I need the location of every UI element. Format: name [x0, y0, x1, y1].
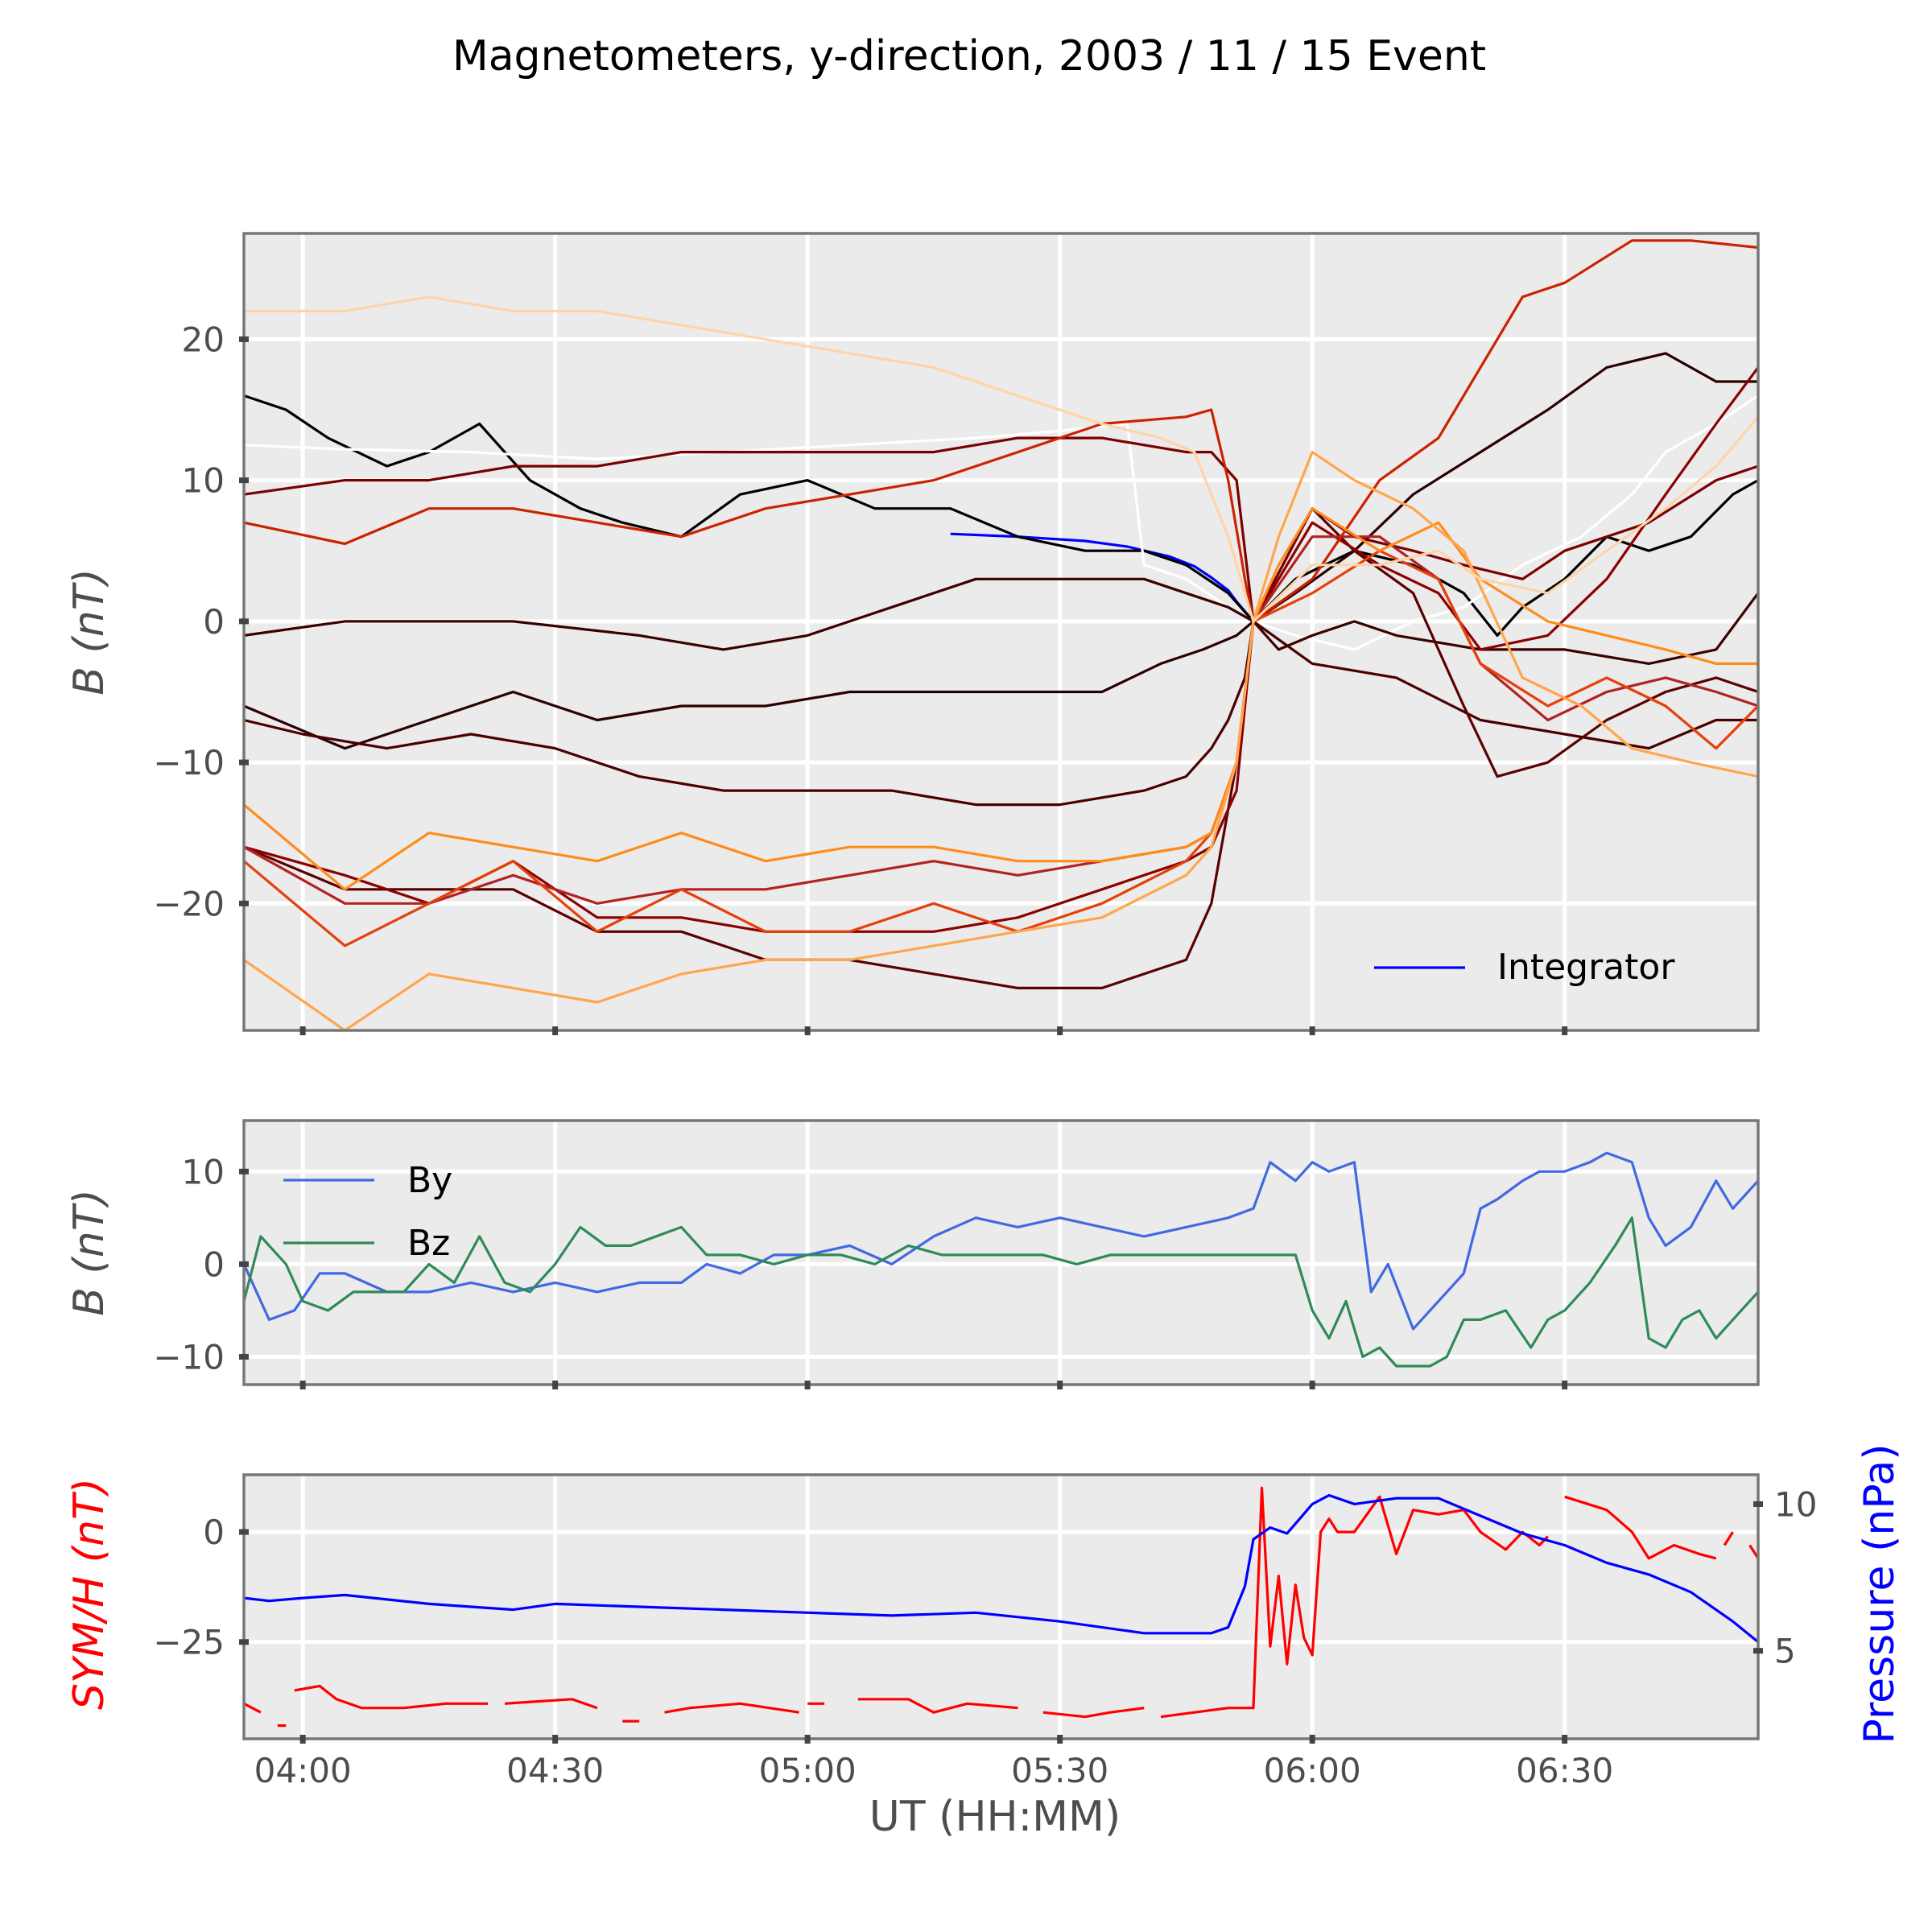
legend-label: By	[407, 1160, 452, 1201]
x-tick-label: 04:00	[254, 1751, 352, 1790]
series-line-pressure	[244, 1493, 1758, 1643]
panel-symh-pressure: 0 −25 10 5	[153, 1473, 1817, 1744]
y-tick-label: 20	[182, 320, 225, 359]
plot-frame	[242, 1473, 1760, 1740]
figure-title: Magnetometers, y-direction, 2003 / 11 / …	[452, 32, 1486, 80]
series-line-station-14	[244, 295, 1758, 623]
y2-tick-label: 5	[1774, 1632, 1796, 1671]
series-group	[244, 239, 1758, 1030]
plot-background	[244, 1475, 1758, 1739]
x-tick-label: 05:00	[759, 1751, 857, 1790]
series-line-sym-h	[294, 1684, 488, 1710]
plot-frame	[242, 1119, 1760, 1386]
plot-frame	[242, 232, 1760, 1032]
y-tick-label: 10	[182, 461, 225, 501]
series-line-sym-h	[664, 1702, 799, 1714]
x-tick-label: 04:30	[506, 1751, 604, 1790]
y-tick-label: 0	[203, 1513, 225, 1552]
y-axis-title-magnetometers: B (nT)	[65, 568, 114, 696]
series-line-station-7	[244, 436, 1758, 623]
series-line-sym-h	[1160, 1486, 1549, 1719]
y2-tick-label: 10	[1774, 1484, 1817, 1524]
series-line-sym-h	[857, 1698, 1018, 1714]
x-tick-label: 06:00	[1264, 1751, 1361, 1790]
series-line-station-12	[244, 507, 1758, 891]
y-axis-title-symh: SYM/H (nT)	[65, 1478, 114, 1710]
x-axis-title: UT (HH:MM)	[869, 1793, 1121, 1841]
x-axis-labels: 04:00 04:30 05:00 05:30 06:00 06:30	[254, 1751, 1614, 1790]
y-tick-label: 0	[203, 1245, 225, 1284]
panel-magnetometers: 20 10 0 −10 −20 Integrator	[153, 232, 1760, 1035]
series-line-sym-h	[1042, 1707, 1145, 1719]
y-tick-label: −10	[153, 743, 225, 782]
x-tick-label: 05:30	[1011, 1751, 1108, 1790]
series-group	[244, 1486, 1758, 1728]
y2-axis-title-pressure: Pressure (nPa)	[1856, 1444, 1904, 1744]
y-tick-label: −20	[153, 884, 225, 923]
y-tick-label: 0	[203, 602, 225, 642]
series-line-sym-h	[1723, 1531, 1734, 1546]
plot-background	[244, 1121, 1758, 1385]
panel-imf: 10 0 −10 By Bz	[153, 1119, 1760, 1389]
series-line-station-13	[244, 450, 1758, 1030]
series-line-station-11	[244, 549, 1758, 947]
series-line-station-8	[244, 366, 1758, 933]
series-line-station-5	[244, 620, 1758, 807]
series-line-station-1	[244, 394, 1758, 638]
series-line-sym-h	[244, 1702, 262, 1714]
plot-background	[244, 233, 1758, 1030]
legend-label: Integrator	[1497, 947, 1675, 988]
series-line-station-4	[244, 352, 1758, 750]
x-tick-label: 06:30	[1516, 1751, 1613, 1790]
y-axis-title-imf: B (nT)	[65, 1189, 114, 1316]
y-tick-label: 10	[182, 1152, 225, 1191]
series-group	[244, 1151, 1758, 1368]
series-line-station-10	[244, 239, 1758, 623]
series-line-sym-h	[504, 1698, 598, 1710]
series-line-sym-h	[1564, 1495, 1717, 1560]
y-tick-label: −25	[153, 1623, 225, 1662]
legend-label: Bz	[407, 1223, 450, 1264]
series-line-bz	[244, 1216, 1758, 1368]
y-tick-label: −10	[153, 1337, 225, 1377]
